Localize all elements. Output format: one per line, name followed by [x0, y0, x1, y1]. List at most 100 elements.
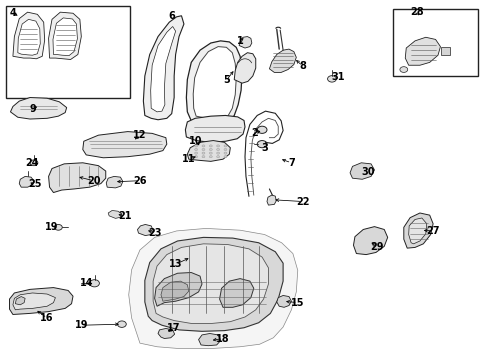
Polygon shape: [49, 163, 106, 193]
Circle shape: [400, 67, 408, 72]
Circle shape: [217, 148, 220, 150]
Polygon shape: [106, 176, 123, 188]
Polygon shape: [277, 296, 292, 307]
Text: 8: 8: [299, 61, 306, 71]
Circle shape: [257, 140, 267, 148]
Circle shape: [328, 76, 336, 82]
Circle shape: [54, 225, 62, 230]
Polygon shape: [193, 46, 236, 120]
Circle shape: [202, 148, 205, 150]
Circle shape: [257, 126, 267, 134]
Polygon shape: [185, 116, 245, 142]
Polygon shape: [10, 98, 67, 119]
Polygon shape: [13, 12, 45, 59]
Polygon shape: [220, 279, 254, 307]
Polygon shape: [405, 37, 441, 65]
Text: 30: 30: [362, 167, 375, 177]
Text: 2: 2: [251, 129, 258, 138]
Text: 21: 21: [119, 211, 132, 221]
Polygon shape: [19, 176, 34, 187]
Text: 19: 19: [74, 320, 88, 330]
Text: 28: 28: [410, 7, 424, 17]
Bar: [441, 47, 450, 55]
Circle shape: [224, 156, 227, 158]
Text: 25: 25: [28, 179, 42, 189]
Polygon shape: [267, 195, 276, 205]
Circle shape: [209, 156, 212, 158]
Circle shape: [30, 160, 38, 166]
Circle shape: [209, 148, 212, 150]
Text: 10: 10: [190, 136, 203, 146]
Text: 20: 20: [87, 176, 100, 186]
Text: 13: 13: [169, 259, 182, 269]
Text: 23: 23: [148, 228, 161, 238]
Circle shape: [217, 152, 220, 154]
Circle shape: [209, 145, 212, 147]
Text: 31: 31: [331, 72, 344, 82]
Bar: [392, 9, 478, 76]
Circle shape: [195, 148, 197, 150]
Circle shape: [202, 152, 205, 154]
Circle shape: [224, 148, 227, 150]
Circle shape: [217, 145, 220, 147]
Polygon shape: [353, 226, 388, 255]
Text: 18: 18: [216, 333, 230, 343]
Circle shape: [90, 280, 99, 287]
Text: 11: 11: [182, 154, 196, 164]
Polygon shape: [9, 288, 73, 315]
Text: 1: 1: [237, 36, 244, 46]
Polygon shape: [151, 27, 175, 112]
Circle shape: [202, 145, 205, 147]
Circle shape: [209, 152, 212, 154]
Polygon shape: [15, 297, 25, 305]
Polygon shape: [138, 225, 153, 235]
Circle shape: [195, 156, 197, 158]
Circle shape: [195, 145, 197, 147]
Polygon shape: [18, 19, 40, 55]
Polygon shape: [153, 244, 269, 323]
Text: 29: 29: [370, 242, 384, 252]
Circle shape: [118, 321, 126, 327]
Polygon shape: [186, 41, 242, 125]
Polygon shape: [409, 218, 427, 244]
Text: 6: 6: [169, 11, 175, 21]
Circle shape: [202, 156, 205, 158]
Text: 26: 26: [133, 176, 147, 186]
Polygon shape: [145, 237, 283, 331]
Polygon shape: [129, 228, 298, 348]
Polygon shape: [234, 53, 256, 83]
Polygon shape: [158, 328, 174, 338]
Circle shape: [195, 152, 197, 154]
Polygon shape: [49, 12, 81, 59]
Polygon shape: [155, 273, 202, 306]
Polygon shape: [198, 333, 220, 346]
Text: 3: 3: [261, 143, 268, 153]
Text: 4: 4: [9, 8, 16, 18]
Polygon shape: [270, 49, 296, 72]
Polygon shape: [83, 132, 167, 158]
Polygon shape: [13, 293, 55, 310]
Text: 15: 15: [291, 298, 304, 308]
Text: 24: 24: [25, 158, 39, 168]
Text: 14: 14: [79, 278, 93, 288]
Polygon shape: [239, 37, 252, 48]
Text: 9: 9: [29, 104, 36, 114]
Polygon shape: [161, 281, 189, 301]
Circle shape: [224, 152, 227, 154]
Polygon shape: [108, 211, 122, 219]
Text: 17: 17: [168, 323, 181, 333]
Circle shape: [224, 145, 227, 147]
Polygon shape: [144, 16, 184, 120]
Polygon shape: [187, 140, 230, 161]
Polygon shape: [350, 163, 374, 179]
Polygon shape: [404, 213, 433, 248]
Text: 19: 19: [45, 222, 59, 232]
Text: 5: 5: [223, 75, 230, 85]
Circle shape: [217, 156, 220, 158]
Text: 27: 27: [426, 226, 440, 236]
Text: 22: 22: [296, 197, 309, 207]
Text: 16: 16: [40, 313, 54, 323]
Bar: [5, 6, 130, 98]
Text: 7: 7: [288, 158, 295, 168]
Text: 12: 12: [133, 130, 147, 140]
